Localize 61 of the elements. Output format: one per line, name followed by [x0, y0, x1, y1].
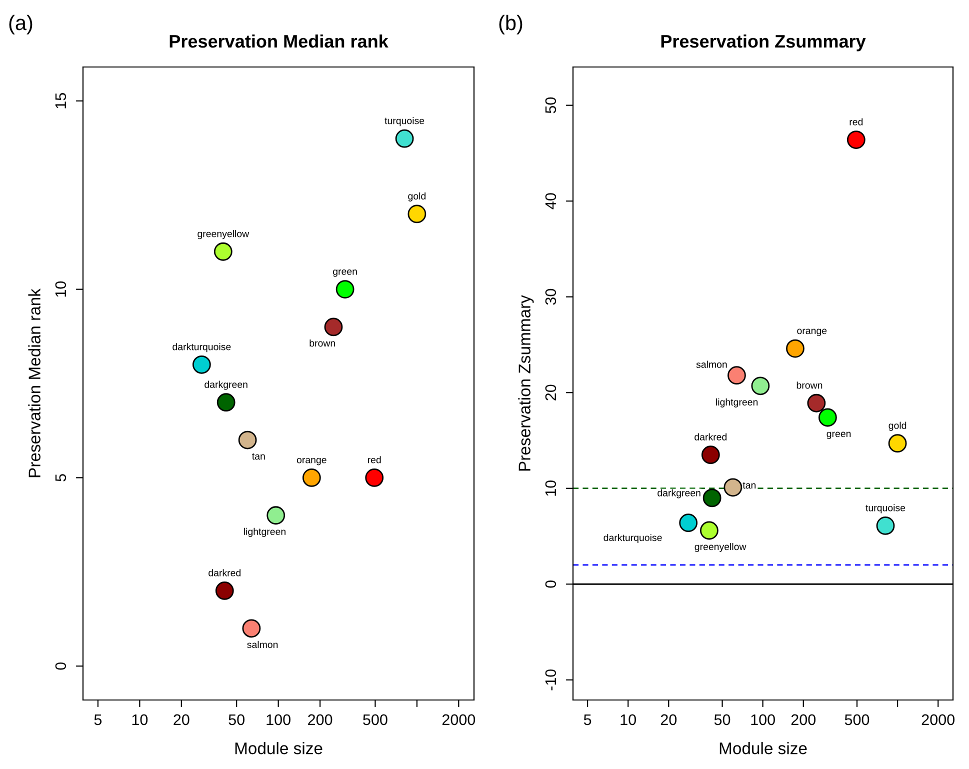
y-tick-label: 10 [55, 281, 66, 297]
series-label: salmon [247, 640, 278, 648]
series-label: brown [310, 339, 335, 347]
series-label: greenyellow [198, 230, 250, 240]
series-label: green [333, 270, 357, 277]
series-label: red [850, 118, 863, 126]
series-label: gold [408, 192, 426, 202]
x-tick-label: 100 [266, 714, 290, 726]
x-tick-label: 500 [363, 714, 388, 726]
y-axis-title: Preservation Zsummary [518, 295, 534, 471]
y-axis-title: Preservation Median rank [28, 288, 40, 478]
y-tick-label: 30 [545, 288, 556, 305]
series-label: turquoise [384, 117, 424, 126]
series-label: gold [888, 422, 906, 431]
y-tick-label: 0 [545, 580, 556, 588]
x-axis-title: Module size [720, 742, 807, 754]
y-tick-label: 10 [545, 480, 556, 496]
y-tick-label: -10 [545, 669, 556, 690]
series-label: lightgreen [716, 398, 758, 408]
series-label: red [368, 456, 381, 464]
chart-title: Preservation Median rank [170, 34, 388, 48]
x-tick-label: 20 [660, 714, 677, 726]
series-label: tan [742, 482, 756, 489]
series-label: tan [252, 453, 265, 460]
y-tick-label: 15 [55, 93, 66, 108]
x-tick-label: 100 [751, 714, 775, 726]
series-label: turquoise [866, 504, 906, 514]
x-tick-label: 20 [174, 714, 190, 726]
series-label: brown [796, 382, 822, 389]
y-tick-label: 40 [545, 193, 556, 210]
x-axis-title: Module size [235, 742, 322, 754]
series-label: darkred [694, 433, 727, 440]
series-label: darkgreen [204, 380, 248, 390]
x-tick-label: 10 [620, 714, 636, 726]
x-tick-label: 2000 [442, 714, 476, 726]
x-tick-label: 50 [228, 714, 244, 726]
series-label: darkred [208, 569, 240, 576]
series-label: darkgreen [658, 489, 700, 498]
y-tick-label: 20 [545, 384, 556, 400]
x-tick-label: 5 [94, 714, 102, 726]
series-label: lightgreen [244, 528, 286, 537]
text: darkturquoise [604, 534, 662, 544]
x-tick-label: 200 [308, 714, 332, 726]
text: (b) [499, 14, 522, 34]
series-label: orange [797, 328, 827, 336]
series-label: orange [296, 458, 326, 466]
chart-title: Preservation Zsummary [661, 34, 866, 52]
y-tick-label: 0 [55, 662, 66, 670]
series-label: greenyellow [694, 543, 746, 552]
x-tick-label: 2000 [922, 714, 954, 726]
x-tick-label: 500 [844, 714, 870, 726]
x-tick-label: 10 [132, 714, 148, 726]
x-tick-label: 50 [714, 714, 730, 726]
x-tick-label: 5 [584, 714, 592, 726]
text: (a) [9, 14, 32, 34]
y-tick-label: 50 [545, 97, 556, 114]
x-tick-label: 200 [791, 714, 816, 726]
series-label: salmon [696, 360, 727, 368]
series-label: green [826, 432, 851, 440]
y-tick-label: 5 [55, 474, 66, 482]
series-label: darkturquoise [172, 343, 231, 352]
